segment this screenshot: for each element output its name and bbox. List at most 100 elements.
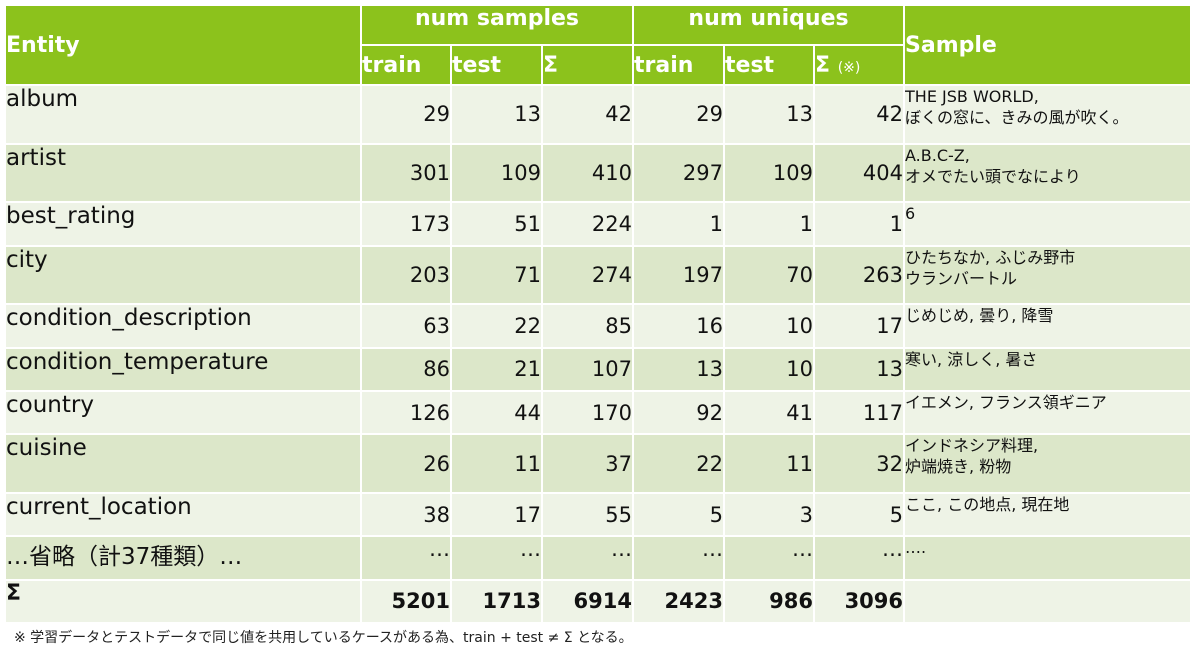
table-row: current_location 38 17 55 5 3 5 ここ, この地点… xyxy=(4,492,1193,538)
total-label: Σ xyxy=(4,578,362,625)
samples-train-cell: 301 xyxy=(360,142,452,204)
samples-sum-cell: 224 xyxy=(541,201,634,247)
sample-cell: じめじめ, 曇り, 降雪 xyxy=(903,303,1193,349)
samples-train-cell: 126 xyxy=(360,390,452,436)
sample-line: インドネシア料理, xyxy=(905,436,1039,456)
uniques-sum-cell: 1 xyxy=(812,201,906,247)
uniques-test-cell: 109 xyxy=(723,142,815,204)
uniques-train-cell: 92 xyxy=(632,390,725,436)
samples-test-cell: 22 xyxy=(450,303,543,349)
sample-cell: A.B.C-Z, オメでたい頭でなにより xyxy=(903,142,1193,204)
total-row: Σ 5201 1713 6914 2423 986 3096 xyxy=(4,578,1193,625)
sample-line: イエメン, フランス領ギニア xyxy=(905,393,1107,413)
total-uniques-sum: 3096 xyxy=(812,578,906,625)
sample-line: じめじめ, 曇り, 降雪 xyxy=(905,306,1054,326)
sample-line: THE JSB WORLD, xyxy=(905,87,1039,106)
samples-sum-cell: 37 xyxy=(541,433,634,495)
entity-name: country xyxy=(4,390,362,436)
table-row: album 29 13 42 29 13 42 THE JSB WORLD, ぼく… xyxy=(4,84,1193,145)
uniques-train-cell: 197 xyxy=(632,244,725,306)
total-samples-sum: 6914 xyxy=(541,578,634,625)
uniques-train-cell: 13 xyxy=(632,346,725,393)
entity-header: Entity xyxy=(4,4,362,86)
uniques-test-header: test xyxy=(723,44,815,86)
num-uniques-header: num uniques xyxy=(631,4,906,46)
uniques-sum-cell: 263 xyxy=(812,244,906,306)
total-uniques-test: 986 xyxy=(723,578,815,625)
samples-sum-cell: 55 xyxy=(541,492,634,538)
samples-train-cell: 29 xyxy=(360,84,452,145)
uniques-train-cell: 29 xyxy=(632,84,725,145)
uniques-sum-cell: 117 xyxy=(812,390,906,436)
entity-name: condition_temperature xyxy=(4,346,362,393)
samples-test-cell: … xyxy=(450,535,543,581)
uniques-sum-cell: 5 xyxy=(812,492,906,538)
table-row: condition_description 63 22 85 16 10 17 … xyxy=(4,303,1193,349)
sample-line: A.B.C-Z, xyxy=(905,145,970,165)
entity-name: album xyxy=(4,84,362,145)
samples-sum-cell: 42 xyxy=(541,84,634,145)
samples-test-cell: 51 xyxy=(450,201,543,247)
sample-line: 炉端焼き, 粉物 xyxy=(905,457,1012,477)
samples-train-cell: 38 xyxy=(360,492,452,538)
samples-train-cell: 63 xyxy=(360,303,452,349)
samples-test-cell: 44 xyxy=(450,390,543,436)
samples-sum-cell: 274 xyxy=(541,244,634,306)
sample-cell: 6 xyxy=(903,201,1193,247)
uniques-train-cell: 16 xyxy=(632,303,725,349)
samples-test-cell: 71 xyxy=(450,244,543,306)
sample-line: 6 xyxy=(905,204,916,224)
sample-cell: 寒い, 涼しく, 暑さ xyxy=(903,346,1193,393)
sample-line: オメでたい頭でなにより xyxy=(905,166,1081,186)
total-samples-train: 5201 xyxy=(360,578,452,625)
table-row: cuisine 26 11 37 22 11 32 インドネシア料理, 炉端焼き,… xyxy=(4,433,1193,495)
total-uniques-train: 2423 xyxy=(632,578,725,625)
entity-name: city xyxy=(4,244,362,306)
uniques-test-cell: 70 xyxy=(723,244,815,306)
table-row: city 203 71 274 197 70 263 ひたちなか, ふじみ野市ウ… xyxy=(4,244,1193,306)
table-row: best_rating 173 51 224 1 1 1 6 xyxy=(4,201,1193,247)
footnote: ※ 学習データとテストデータで同じ値を共用しているケースがある為、train +… xyxy=(14,630,633,646)
samples-train-header: train xyxy=(360,44,452,86)
samples-sum-cell: 170 xyxy=(541,390,634,436)
entity-statistics-table: Entity num samples num uniques Sample tr… xyxy=(4,4,1193,625)
sample-cell: …. xyxy=(903,535,1193,581)
uniques-test-cell: 10 xyxy=(723,346,815,393)
uniques-test-cell: 11 xyxy=(723,433,815,495)
sample-header: Sample xyxy=(903,4,1193,86)
sample-line: 寒い, 涼しく, 暑さ xyxy=(905,349,1038,369)
uniques-sigma-header: Σ (※) xyxy=(812,44,906,86)
samples-test-cell: 13 xyxy=(450,84,543,145)
uniques-sum-cell: 17 xyxy=(812,303,906,349)
samples-test-cell: 21 xyxy=(450,346,543,393)
sample-cell: THE JSB WORLD, ぼくの窓に、きみの風が吹く。 xyxy=(903,84,1193,145)
samples-sum-cell: 410 xyxy=(541,142,634,204)
uniques-train-cell: 5 xyxy=(632,492,725,538)
uniques-test-cell: … xyxy=(723,535,815,581)
sample-cell: イエメン, フランス領ギニア xyxy=(903,390,1193,436)
uniques-train-header: train xyxy=(632,44,725,86)
entity-name: …省略（計37種類）… xyxy=(4,535,362,581)
samples-test-header: test xyxy=(450,44,543,86)
total-sample-cell xyxy=(903,578,1193,625)
sample-cell: ここ, この地点, 現在地 xyxy=(903,492,1193,538)
table-row: artist 301 109 410 297 109 404 A.B.C-Z, オ… xyxy=(4,142,1193,204)
samples-sum-cell: 107 xyxy=(541,346,634,393)
uniques-test-cell: 3 xyxy=(723,492,815,538)
samples-test-cell: 17 xyxy=(450,492,543,538)
uniques-train-cell: … xyxy=(632,535,725,581)
sample-line: ウランバートル xyxy=(905,268,1018,288)
uniques-train-cell: 297 xyxy=(632,142,725,204)
uniques-sum-cell: 13 xyxy=(812,346,906,393)
uniques-test-cell: 13 xyxy=(723,84,815,145)
sample-cell: インドネシア料理, 炉端焼き, 粉物 xyxy=(903,433,1193,495)
num-samples-header: num samples xyxy=(360,4,634,46)
table-row: country 126 44 170 92 41 117 イエメン, フランス領… xyxy=(4,390,1193,436)
sample-line: ここ, この地点, 現在地 xyxy=(905,495,1070,515)
samples-train-cell: … xyxy=(360,535,452,581)
uniques-sum-cell: 32 xyxy=(812,433,906,495)
sample-cell: ひたちなか, ふじみ野市 ウランバートル xyxy=(903,244,1193,306)
table-row: …省略（計37種類）… … … … … … … …. xyxy=(4,535,1193,581)
entity-name: artist xyxy=(4,142,362,204)
uniques-sum-cell: 42 xyxy=(812,84,906,145)
